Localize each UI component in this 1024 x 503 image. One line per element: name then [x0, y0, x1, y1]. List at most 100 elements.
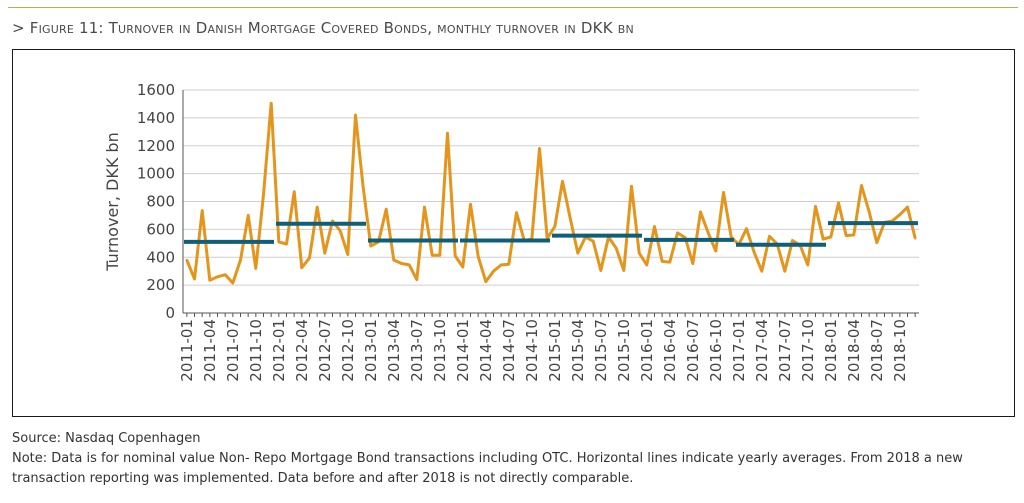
data-point [844, 234, 848, 237]
data-point [354, 113, 357, 117]
x-tick-label: 2017-04 [753, 319, 771, 382]
data-point [745, 227, 748, 230]
data-point [645, 263, 649, 267]
x-tick-label: 2015-01 [546, 319, 564, 382]
y-tick-label: 600 [146, 220, 175, 238]
data-point [430, 253, 434, 257]
data-point [231, 281, 235, 285]
x-tick-label: 2013-07 [408, 319, 426, 382]
source-note: Source: Nasdaq Copenhagen [12, 431, 201, 446]
x-tick-label: 2013-01 [362, 319, 380, 382]
data-point [637, 251, 641, 255]
data-point [262, 193, 265, 196]
y-tick-label: 400 [146, 248, 175, 266]
data-point [668, 260, 672, 264]
data-point [438, 253, 442, 257]
data-note: Note: Data is for nominal value Non- Rep… [12, 451, 963, 486]
data-point [875, 241, 879, 244]
data-point [729, 235, 733, 239]
y-tick-label: 1000 [137, 165, 175, 183]
x-tick-label: 2016-07 [684, 319, 702, 382]
data-point [476, 255, 480, 258]
data-point [223, 273, 227, 276]
data-point [568, 217, 572, 220]
data-point [599, 269, 603, 272]
x-tick-label: 2011-01 [178, 319, 196, 382]
y-tick-label: 1600 [137, 81, 175, 99]
data-point [369, 244, 373, 248]
data-point [277, 240, 281, 244]
data-point [407, 263, 411, 267]
data-point [361, 186, 365, 189]
data-point [660, 260, 664, 263]
data-point [806, 263, 810, 267]
data-point [515, 211, 518, 214]
data-point [553, 225, 557, 228]
data-point [676, 231, 679, 235]
y-tick-label: 1200 [137, 137, 175, 155]
data-point [392, 258, 396, 262]
data-point [461, 265, 465, 269]
data-point [821, 237, 825, 241]
data-point [200, 209, 204, 212]
footnotes: Source: Nasdaq Copenhagen Note: Data is … [12, 429, 1016, 489]
x-tick-label: 2015-04 [569, 319, 587, 382]
data-point [860, 184, 863, 187]
data-point [185, 258, 189, 262]
chart-frame: 0 200 400 600 800 1000 1200 1400 1600 2011-01 2011… [12, 49, 1015, 417]
data-point [630, 184, 633, 188]
x-tick-label: 2017-07 [776, 319, 794, 382]
data-point [193, 277, 196, 281]
data-point [499, 263, 503, 267]
data-point [338, 229, 342, 232]
data-point [591, 240, 595, 243]
data-point [714, 249, 718, 253]
x-tick-label: 2018-10 [891, 319, 909, 382]
x-tick-label: 2012-04 [293, 319, 311, 382]
data-point [453, 254, 457, 258]
data-point [285, 242, 288, 246]
data-point [722, 191, 725, 194]
y-tick-label: 0 [165, 304, 175, 322]
data-point [699, 210, 702, 214]
x-tick-label: 2014-10 [523, 319, 541, 382]
data-point [269, 102, 273, 105]
data-point [400, 262, 403, 265]
data-point [906, 205, 909, 209]
turnover-chart: 0 200 400 600 800 1000 1200 1400 1600 2011-01 2011… [103, 81, 919, 382]
data-point [469, 203, 472, 206]
data-point [507, 263, 511, 266]
data-point [492, 269, 495, 273]
y-tick-label: 800 [146, 193, 175, 211]
data-point [254, 267, 258, 270]
data-point [246, 214, 250, 217]
x-tick-label: 2017-01 [730, 319, 748, 382]
data-point [331, 219, 334, 223]
x-tick-label: 2015-10 [615, 319, 633, 382]
y-axis-label: Turnover, DKK bn [103, 132, 122, 271]
data-point [415, 278, 419, 281]
data-point [867, 210, 871, 214]
x-tick-label: 2014-01 [454, 319, 472, 382]
x-tick-label: 2016-01 [638, 319, 656, 382]
data-point [423, 205, 426, 209]
data-point [561, 180, 564, 183]
data-point [538, 147, 541, 150]
data-point [384, 207, 388, 211]
x-tick-label: 2012-01 [270, 319, 288, 382]
data-point [216, 275, 219, 278]
data-point [829, 235, 833, 239]
x-tick-label: 2011-10 [247, 319, 265, 382]
data-point [315, 205, 319, 209]
x-tick-label: 2018-07 [868, 319, 886, 382]
x-tick-label: 2015-07 [592, 319, 610, 382]
data-point [760, 269, 764, 273]
data-point [783, 269, 787, 273]
data-point [837, 201, 840, 205]
data-point [913, 237, 917, 240]
data-point [614, 246, 618, 250]
top-rule [8, 7, 1018, 8]
data-point [622, 269, 626, 272]
data-point [814, 205, 817, 208]
x-tick-label: 2011-04 [201, 319, 219, 382]
